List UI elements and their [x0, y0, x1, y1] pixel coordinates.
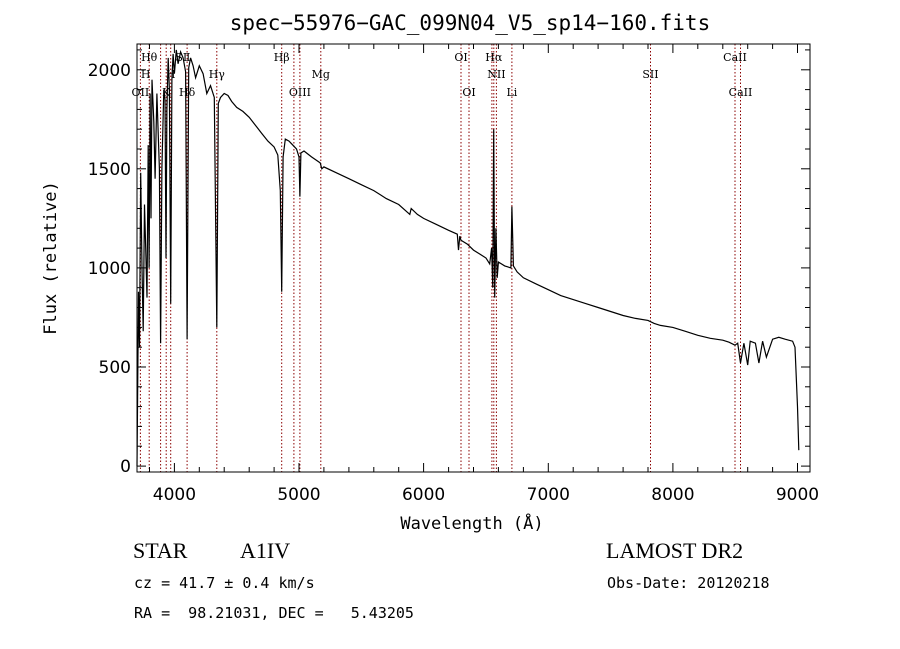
line-label: OII — [132, 86, 150, 99]
y-tick-label: 0 — [120, 457, 131, 477]
object-type: STAR — [133, 538, 188, 563]
line-label: Hα — [485, 51, 503, 64]
y-tick-label: 1000 — [88, 259, 131, 279]
line-label: H — [166, 68, 176, 81]
line-label: OIII — [289, 86, 311, 99]
chart-title: spec−55976−GAC_099N04_V5_sp14−160.fits — [230, 11, 710, 35]
coordinates-readout: RA = 98.21031, DEC = 5.43205 — [134, 604, 414, 622]
line-label: CaII — [729, 86, 753, 99]
line-label: K — [162, 86, 171, 99]
emission-line-markers — [139, 44, 741, 472]
redshift-readout: cz = 41.7 ± 0.4 km/s — [134, 574, 315, 592]
x-axis-ticks: 4000 5000 6000 7000 8000 9000 — [149, 44, 819, 505]
obs-date: Obs-Date: 20120218 — [607, 574, 770, 592]
line-label: H — [141, 68, 151, 81]
x-tick-label: 5000 — [277, 485, 320, 505]
y-axis-ticks: 0 500 1000 1500 2000 — [88, 49, 810, 477]
line-label: OI — [454, 51, 467, 64]
line-label: Li — [506, 86, 517, 99]
object-subclass: A1IV — [240, 538, 291, 563]
y-tick-label: 500 — [99, 358, 131, 378]
y-axis-label: Flux (relative) — [41, 181, 61, 335]
y-tick-label: 1500 — [88, 160, 131, 180]
x-tick-label: 7000 — [527, 485, 570, 505]
y-tick-label: 2000 — [88, 61, 131, 81]
line-label: Hδ — [179, 86, 196, 99]
x-tick-label: 4000 — [153, 485, 196, 505]
line-label: Hβ — [274, 51, 290, 64]
survey-name: LAMOST DR2 — [606, 538, 744, 563]
line-label: Hγ — [209, 68, 226, 81]
spectrum-line — [136, 49, 800, 467]
line-label: CaII — [723, 51, 747, 64]
line-label: NII — [487, 68, 505, 81]
x-tick-label: 8000 — [651, 485, 694, 505]
line-label: OI — [462, 86, 475, 99]
line-label: SII — [642, 68, 658, 81]
x-tick-label: 9000 — [776, 485, 819, 505]
line-label: Mg — [312, 68, 330, 81]
x-tick-label: 6000 — [402, 485, 445, 505]
line-label: Hθ — [141, 51, 158, 64]
x-axis-label: Wavelength (Å) — [400, 512, 543, 534]
